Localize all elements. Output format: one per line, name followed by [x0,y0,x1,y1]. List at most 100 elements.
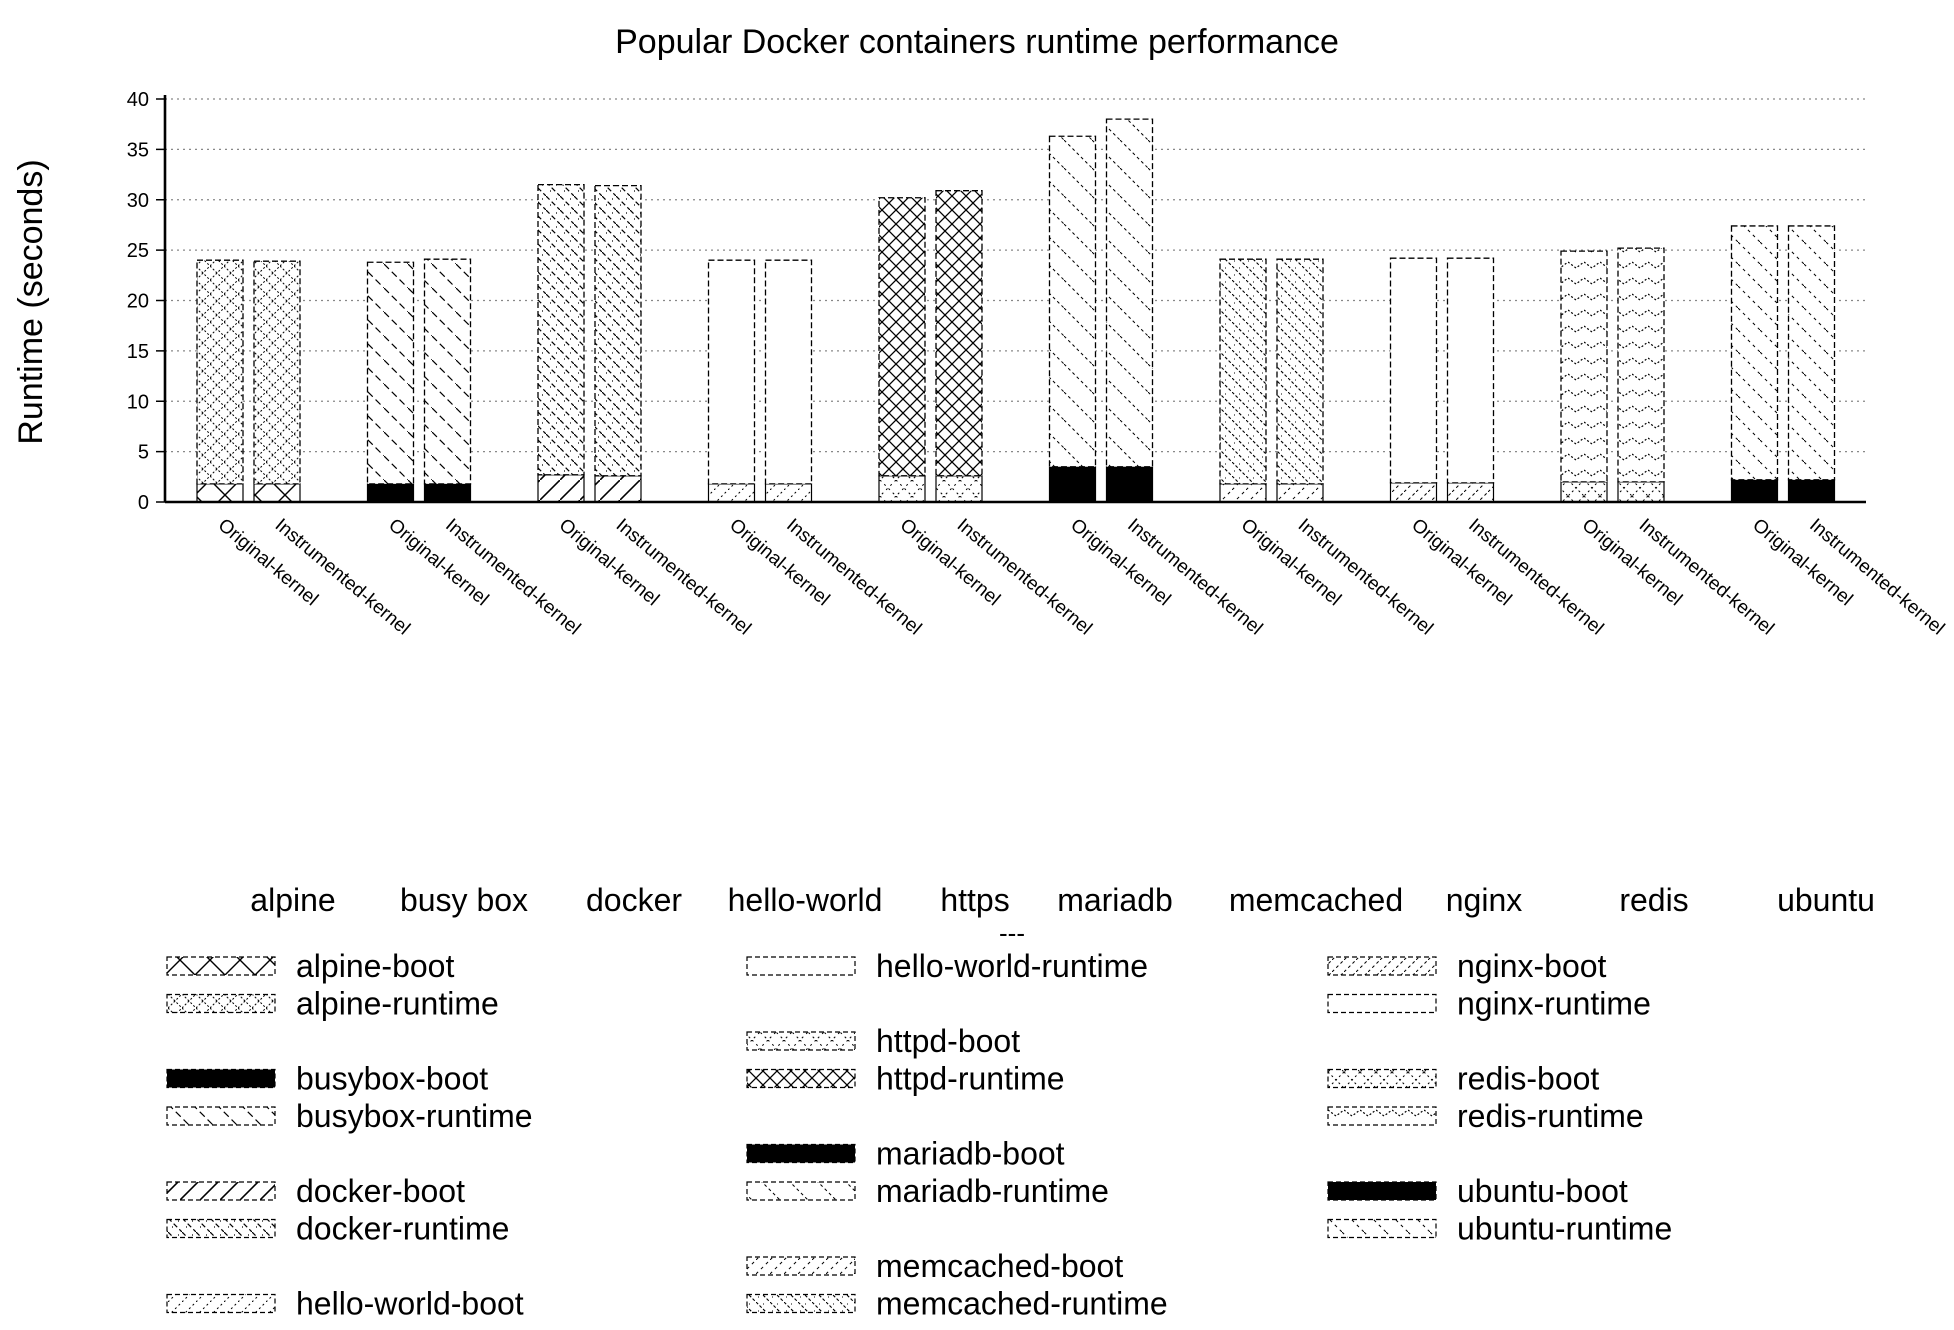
axes [163,95,1866,504]
bar-mariadb-boot [1048,466,1097,503]
bar-httpd-boot [878,475,926,503]
legend-swatch [1327,956,1437,976]
x-tick-label: Original-kernel [1407,515,1515,611]
legend-label: memcached-runtime [876,1286,1168,1322]
legend-label: ubuntu-runtime [1457,1211,1672,1247]
legend-label: mariadb-boot [876,1136,1065,1172]
bar-ubuntu-boot [1730,479,1779,503]
group-label: https [940,882,1009,918]
legend-label: nginx-boot [1457,948,1607,984]
x-tick-label: Original-kernel [384,515,492,611]
bar-ubuntu-runtime [1730,225,1779,481]
bar-nginx-boot [1389,482,1438,503]
bar-redis-runtime [1617,247,1665,483]
legend-swatch [746,1181,856,1201]
group-label: alpine [250,882,335,918]
bar-alpine-boot [253,483,301,503]
bar-alpine-boot [196,483,244,503]
bar-mariadb-boot [1105,466,1154,503]
y-tick-label: 15 [127,341,149,363]
y-tick-label: 5 [138,442,149,464]
group-label: redis [1619,882,1688,918]
legend-swatch [1327,1106,1437,1126]
bar-busybox-boot [423,483,472,503]
bar-mariadb-runtime [1048,135,1097,468]
bars [196,118,1836,503]
x-tick-label: Original-kernel [1748,515,1856,611]
bar-docker-boot [594,475,642,503]
legend-label: docker-boot [296,1173,465,1209]
bar-memcached-runtime [1219,258,1267,485]
legend-swatch [166,956,276,976]
bar-alpine-runtime [196,259,244,485]
legend-swatch [746,956,856,976]
bar-busybox-runtime [423,258,472,485]
y-tick-label: 40 [127,89,149,111]
y-ticks: 0 5 10 15 20 25 30 35 40 [127,89,165,514]
legend-label: alpine-boot [296,948,454,984]
legend-swatch [746,1031,856,1051]
legend-swatch [166,1181,276,1201]
bar-hello-world-boot [764,483,813,503]
legend-label: memcached-boot [876,1248,1123,1284]
legend-swatch [746,1256,856,1276]
group-label: busy box [400,882,528,918]
bar-nginx-runtime [1446,257,1495,484]
bar-alpine-runtime [253,260,301,485]
group-label: nginx [1446,882,1523,918]
legend-label: redis-boot [1457,1061,1599,1097]
legend-label: alpine-runtime [296,986,499,1022]
bar-busybox-runtime [366,261,415,485]
x-tick-labels: Original-kernelInstrumented-kernelOrigin… [214,515,1948,640]
legend-label: docker-runtime [296,1211,509,1247]
bar-docker-runtime [537,183,585,476]
bar-ubuntu-runtime [1787,225,1836,481]
legend-swatch [1327,1181,1437,1201]
x-tick-label: Original-kernel [214,515,322,611]
bar-hello-world-boot [707,483,756,503]
legend-label: nginx-runtime [1457,986,1651,1022]
bar-memcached-boot [1219,483,1267,503]
legend-label: busybox-runtime [296,1098,533,1134]
bar-redis-boot [1560,481,1608,503]
legend-swatch [166,1068,276,1089]
y-tick-label: 35 [127,139,149,161]
x-tick-label: Original-kernel [555,515,663,611]
legend-swatch [166,1106,276,1126]
group-label: ubuntu [1777,882,1875,918]
grid [165,98,1866,453]
legend-swatch [746,1293,856,1314]
legend-label: httpd-boot [876,1023,1020,1059]
x-tick-label: Original-kernel [1578,515,1686,611]
legend-label: busybox-boot [296,1061,488,1097]
bar-hello-world-runtime [764,259,813,485]
bar-docker-runtime [594,184,642,477]
group-separator-label: --- [999,918,1025,948]
y-tick-label: 0 [138,492,149,514]
bar-redis-boot [1617,481,1665,503]
legend-swatch [166,1293,276,1314]
bar-httpd-runtime [878,197,926,477]
bar-hello-world-runtime [707,259,756,485]
x-tick-label: Original-kernel [896,515,1004,611]
bar-busybox-boot [366,483,415,503]
chart-title: Popular Docker containers runtime perfor… [615,23,1339,61]
y-tick-label: 30 [127,190,149,212]
bar-nginx-runtime [1389,257,1438,484]
bar-docker-boot [537,474,585,503]
legend-swatch [1327,1068,1437,1089]
group-label: mariadb [1057,882,1173,918]
group-label: memcached [1229,882,1403,918]
group-label: hello-world [728,882,883,918]
legend-swatch [1327,1218,1437,1239]
legend-swatch [1327,993,1437,1014]
legend-swatch [166,993,276,1014]
y-tick-label: 10 [127,391,149,413]
legend-label: mariadb-runtime [876,1173,1109,1209]
legend-label: hello-world-runtime [876,948,1148,984]
bar-memcached-boot [1276,483,1324,503]
bar-httpd-runtime [935,190,983,477]
legend-swatch [746,1068,856,1089]
y-tick-label: 25 [127,240,149,262]
